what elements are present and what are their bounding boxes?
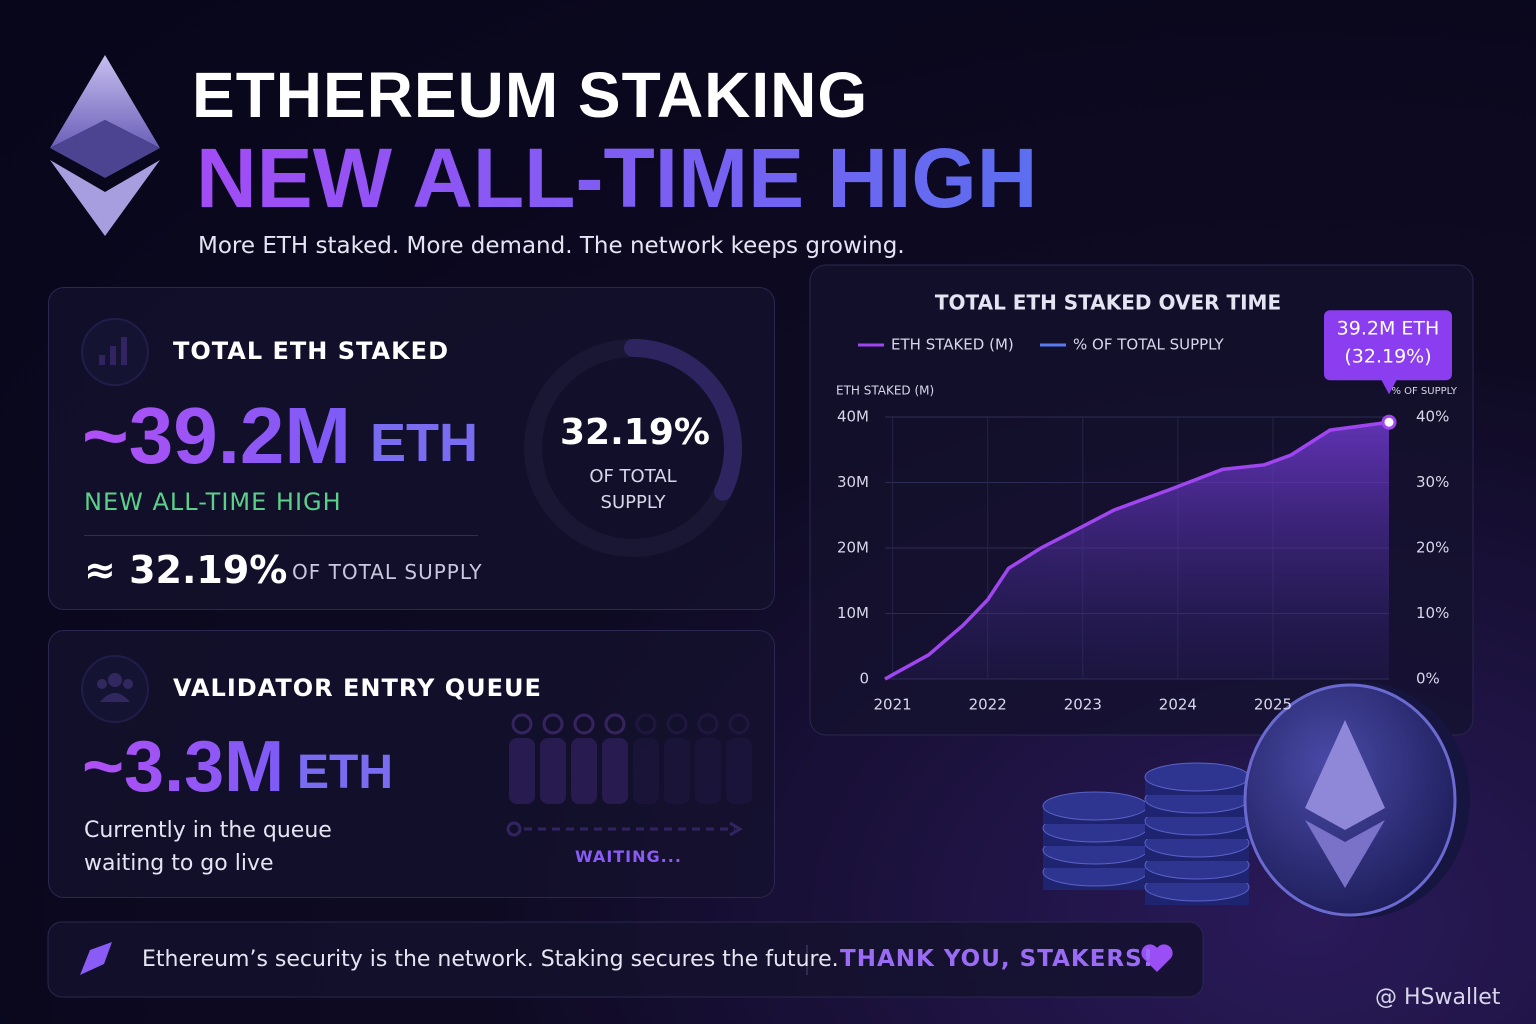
share-value: ≈ 32.19% [84,548,288,592]
staked-unit: ETH [370,413,478,473]
area [885,422,1389,679]
line-chart: TOTAL ETH STAKED OVER TIME ETH STAKED (M)… [836,291,1458,714]
card-title: TOTAL ETH STAKED [173,337,449,365]
badge: NEW ALL-TIME HIGH [84,488,342,516]
subtitle: More ETH staked. More demand. The networ… [198,233,905,259]
card-title: VALIDATOR ENTRY QUEUE [173,674,542,702]
legend-label: % OF TOTAL SUPPLY [1073,336,1225,354]
annotation: (32.19%) [1344,346,1431,368]
separator [84,535,478,536]
end-point [1381,414,1397,430]
footer-cta: THANK YOU, STAKERS! [840,946,1155,972]
x-tick-label: 2021 [874,696,912,714]
donut-label: 32.19% [560,412,710,453]
x-tick-label: 2025 [1254,696,1292,714]
coin-face [1042,791,1148,821]
footer-bar [47,921,1204,998]
y-tick-label: 40M [837,408,869,426]
y2-tick-label: 0% [1416,670,1440,688]
annotation-box [1324,310,1452,381]
line [884,420,1390,681]
queue-note: Currently in the queue waiting to go liv… [84,818,332,876]
y-tick-label: 0 [859,670,869,688]
annotation: 39.2M ETH [1337,318,1440,340]
y-tick-label: 10M [837,604,869,622]
y-tick-label: 20M [837,539,869,557]
queue-unit: ETH [297,746,393,799]
queue-card [48,630,775,898]
y-tick-label: 30M [837,473,869,491]
y2-tick-label: 40% [1416,408,1449,426]
chart-title: TOTAL ETH STAKED OVER TIME [935,291,1281,315]
coins [1042,682,1470,918]
footer-text: Ethereum’s security is the network. Stak… [142,947,839,972]
staked-value: ~39.2M [82,391,352,480]
eth-logo [50,55,160,236]
y2-tick-label: 20% [1416,539,1449,557]
x-tick-label: 2024 [1159,696,1197,714]
watermark: @ HSwallet [1375,985,1501,1010]
heart-icon [1141,944,1173,972]
coin-face [1144,762,1250,792]
annotation-pointer [1381,379,1397,395]
headline: NEW ALL-TIME HIGH [196,131,1038,225]
y2-tick-label: 10% [1416,604,1449,622]
share-label: OF TOTAL SUPPLY [292,560,483,584]
x-tick-label: 2023 [1064,696,1102,714]
y-axis-title: ETH STAKED (M) [836,384,934,398]
staked-card [48,287,775,610]
donut-caption: OF TOTAL SUPPLY [589,466,677,513]
queue-value: ~3.3M [82,727,285,807]
y2-axis-title: % OF SUPPLY [1391,386,1457,397]
y2-tick-label: 30% [1416,473,1449,491]
x-tick-label: 2022 [969,696,1007,714]
title: ETHEREUM STAKING [192,59,869,131]
legend-label: ETH STAKED (M) [891,336,1014,354]
rocket-icon [80,942,112,975]
queue-status: WAITING... [575,847,682,866]
